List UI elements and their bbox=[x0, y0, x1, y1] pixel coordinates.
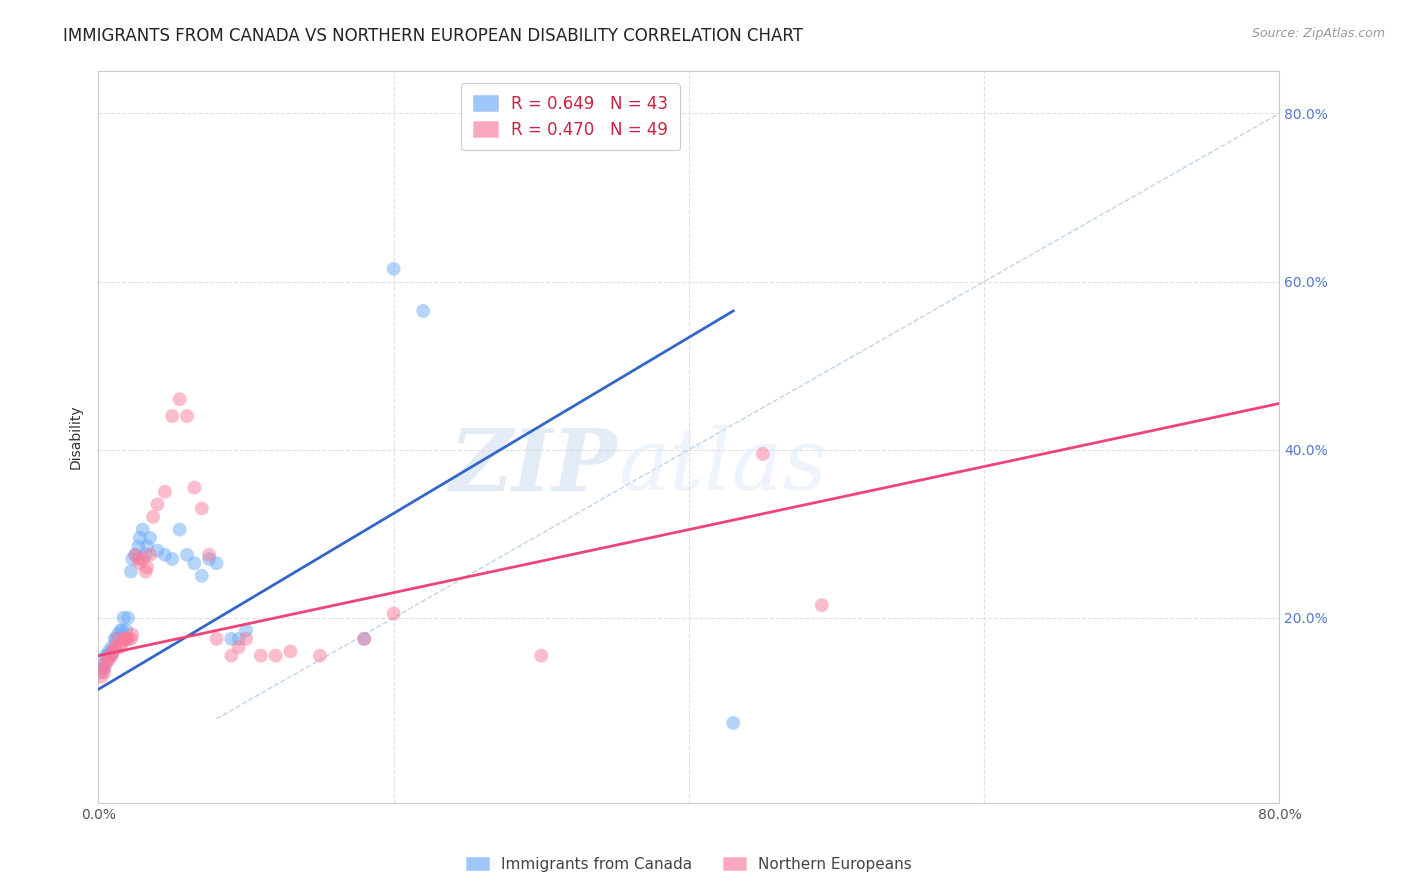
Point bbox=[228, 632, 250, 646]
Point bbox=[221, 632, 243, 646]
Point bbox=[382, 607, 405, 621]
Point bbox=[176, 548, 198, 562]
Point bbox=[127, 540, 149, 554]
Point bbox=[183, 556, 205, 570]
Point bbox=[107, 632, 129, 646]
Point bbox=[146, 543, 169, 558]
Point bbox=[191, 501, 214, 516]
Point bbox=[103, 644, 125, 658]
Point bbox=[530, 648, 553, 663]
Text: Source: ZipAtlas.com: Source: ZipAtlas.com bbox=[1251, 27, 1385, 40]
Point bbox=[104, 640, 127, 655]
Point bbox=[117, 632, 139, 646]
Point bbox=[110, 624, 132, 638]
Point bbox=[136, 540, 159, 554]
Point bbox=[114, 632, 136, 646]
Point bbox=[97, 653, 120, 667]
Point bbox=[91, 661, 114, 675]
Point bbox=[139, 531, 162, 545]
Point bbox=[112, 611, 135, 625]
Point bbox=[228, 640, 250, 655]
Point bbox=[128, 556, 150, 570]
Point bbox=[93, 665, 115, 680]
Point bbox=[105, 640, 128, 655]
Point bbox=[142, 510, 165, 524]
Point bbox=[221, 648, 243, 663]
Point bbox=[120, 632, 142, 646]
Point bbox=[382, 261, 405, 276]
Point bbox=[117, 611, 139, 625]
Point bbox=[100, 648, 122, 663]
Point bbox=[98, 648, 121, 663]
Point bbox=[169, 392, 191, 407]
Point bbox=[205, 556, 228, 570]
Point bbox=[127, 552, 149, 566]
Point bbox=[121, 552, 143, 566]
Point bbox=[309, 648, 332, 663]
Point bbox=[135, 565, 157, 579]
Legend: Immigrants from Canada, Northern Europeans: Immigrants from Canada, Northern Europea… bbox=[460, 851, 918, 878]
Point bbox=[235, 632, 257, 646]
Point bbox=[162, 409, 183, 423]
Point bbox=[115, 624, 138, 638]
Point bbox=[96, 648, 118, 663]
Point bbox=[146, 497, 169, 511]
Point bbox=[94, 657, 117, 671]
Point bbox=[114, 632, 136, 646]
Point bbox=[111, 624, 134, 638]
Point bbox=[124, 548, 146, 562]
Point bbox=[162, 552, 183, 566]
Point bbox=[96, 653, 118, 667]
Point bbox=[107, 627, 129, 641]
Point bbox=[264, 648, 287, 663]
Point bbox=[205, 632, 228, 646]
Point bbox=[235, 624, 257, 638]
Point bbox=[412, 304, 434, 318]
Point bbox=[169, 523, 191, 537]
Point bbox=[135, 548, 157, 562]
Point bbox=[91, 657, 114, 671]
Point bbox=[353, 632, 375, 646]
Text: atlas: atlas bbox=[619, 425, 827, 508]
Point bbox=[132, 523, 155, 537]
Point bbox=[104, 632, 127, 646]
Point bbox=[723, 715, 745, 730]
Y-axis label: Disability: Disability bbox=[69, 405, 83, 469]
Point bbox=[90, 665, 112, 680]
Point bbox=[810, 599, 832, 613]
Point bbox=[280, 644, 302, 658]
Point bbox=[153, 484, 176, 499]
Point bbox=[121, 627, 143, 641]
Point bbox=[153, 548, 176, 562]
Point bbox=[120, 565, 142, 579]
Point bbox=[752, 447, 775, 461]
Point bbox=[98, 648, 121, 663]
Point bbox=[105, 632, 128, 646]
Point bbox=[90, 670, 112, 684]
Point bbox=[191, 569, 214, 583]
Point bbox=[183, 481, 205, 495]
Point bbox=[353, 632, 375, 646]
Point bbox=[198, 548, 221, 562]
Point bbox=[94, 648, 117, 663]
Text: IMMIGRANTS FROM CANADA VS NORTHERN EUROPEAN DISABILITY CORRELATION CHART: IMMIGRANTS FROM CANADA VS NORTHERN EUROP… bbox=[63, 27, 803, 45]
Point bbox=[115, 632, 138, 646]
Point bbox=[97, 644, 120, 658]
Point bbox=[128, 531, 150, 545]
Point bbox=[111, 636, 134, 650]
Point bbox=[139, 548, 162, 562]
Point bbox=[198, 552, 221, 566]
Point bbox=[110, 640, 132, 655]
Point bbox=[103, 644, 125, 658]
Point bbox=[136, 560, 159, 574]
Point bbox=[132, 552, 155, 566]
Point bbox=[176, 409, 198, 423]
Point bbox=[100, 640, 122, 655]
Point bbox=[250, 648, 273, 663]
Text: ZIP: ZIP bbox=[450, 425, 619, 508]
Point bbox=[124, 548, 146, 562]
Point bbox=[93, 661, 115, 675]
Point bbox=[112, 632, 135, 646]
